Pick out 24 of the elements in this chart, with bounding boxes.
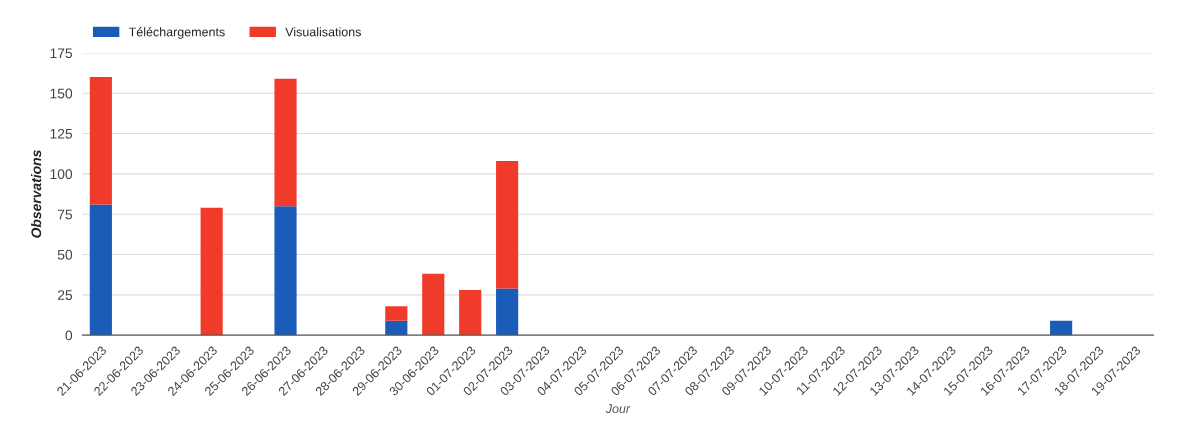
bar — [385, 306, 408, 321]
bar — [385, 320, 408, 336]
bar — [274, 78, 297, 207]
legend-label: Visualisations — [285, 27, 361, 37]
bar — [422, 273, 445, 336]
bar — [200, 207, 223, 336]
y-tick-label: 150 — [50, 88, 73, 99]
y-tick-label: 125 — [50, 128, 73, 139]
y-tick-label: 75 — [57, 209, 73, 220]
bar — [459, 290, 482, 336]
y-axis-title: Observations — [30, 150, 42, 238]
bar — [496, 288, 519, 336]
bar — [89, 204, 112, 336]
legend-label: Téléchargements — [128, 27, 225, 39]
bar — [89, 77, 112, 205]
x-axis-title: Jour — [605, 404, 631, 414]
y-tick-label: 50 — [57, 249, 73, 260]
y-tick-label: 175 — [50, 48, 73, 59]
y-tick-label: 0 — [65, 330, 73, 341]
bar — [496, 160, 519, 289]
bar — [1050, 320, 1073, 336]
bar — [274, 206, 297, 336]
y-tick-label: 100 — [50, 169, 73, 180]
y-tick-label: 25 — [57, 290, 73, 301]
